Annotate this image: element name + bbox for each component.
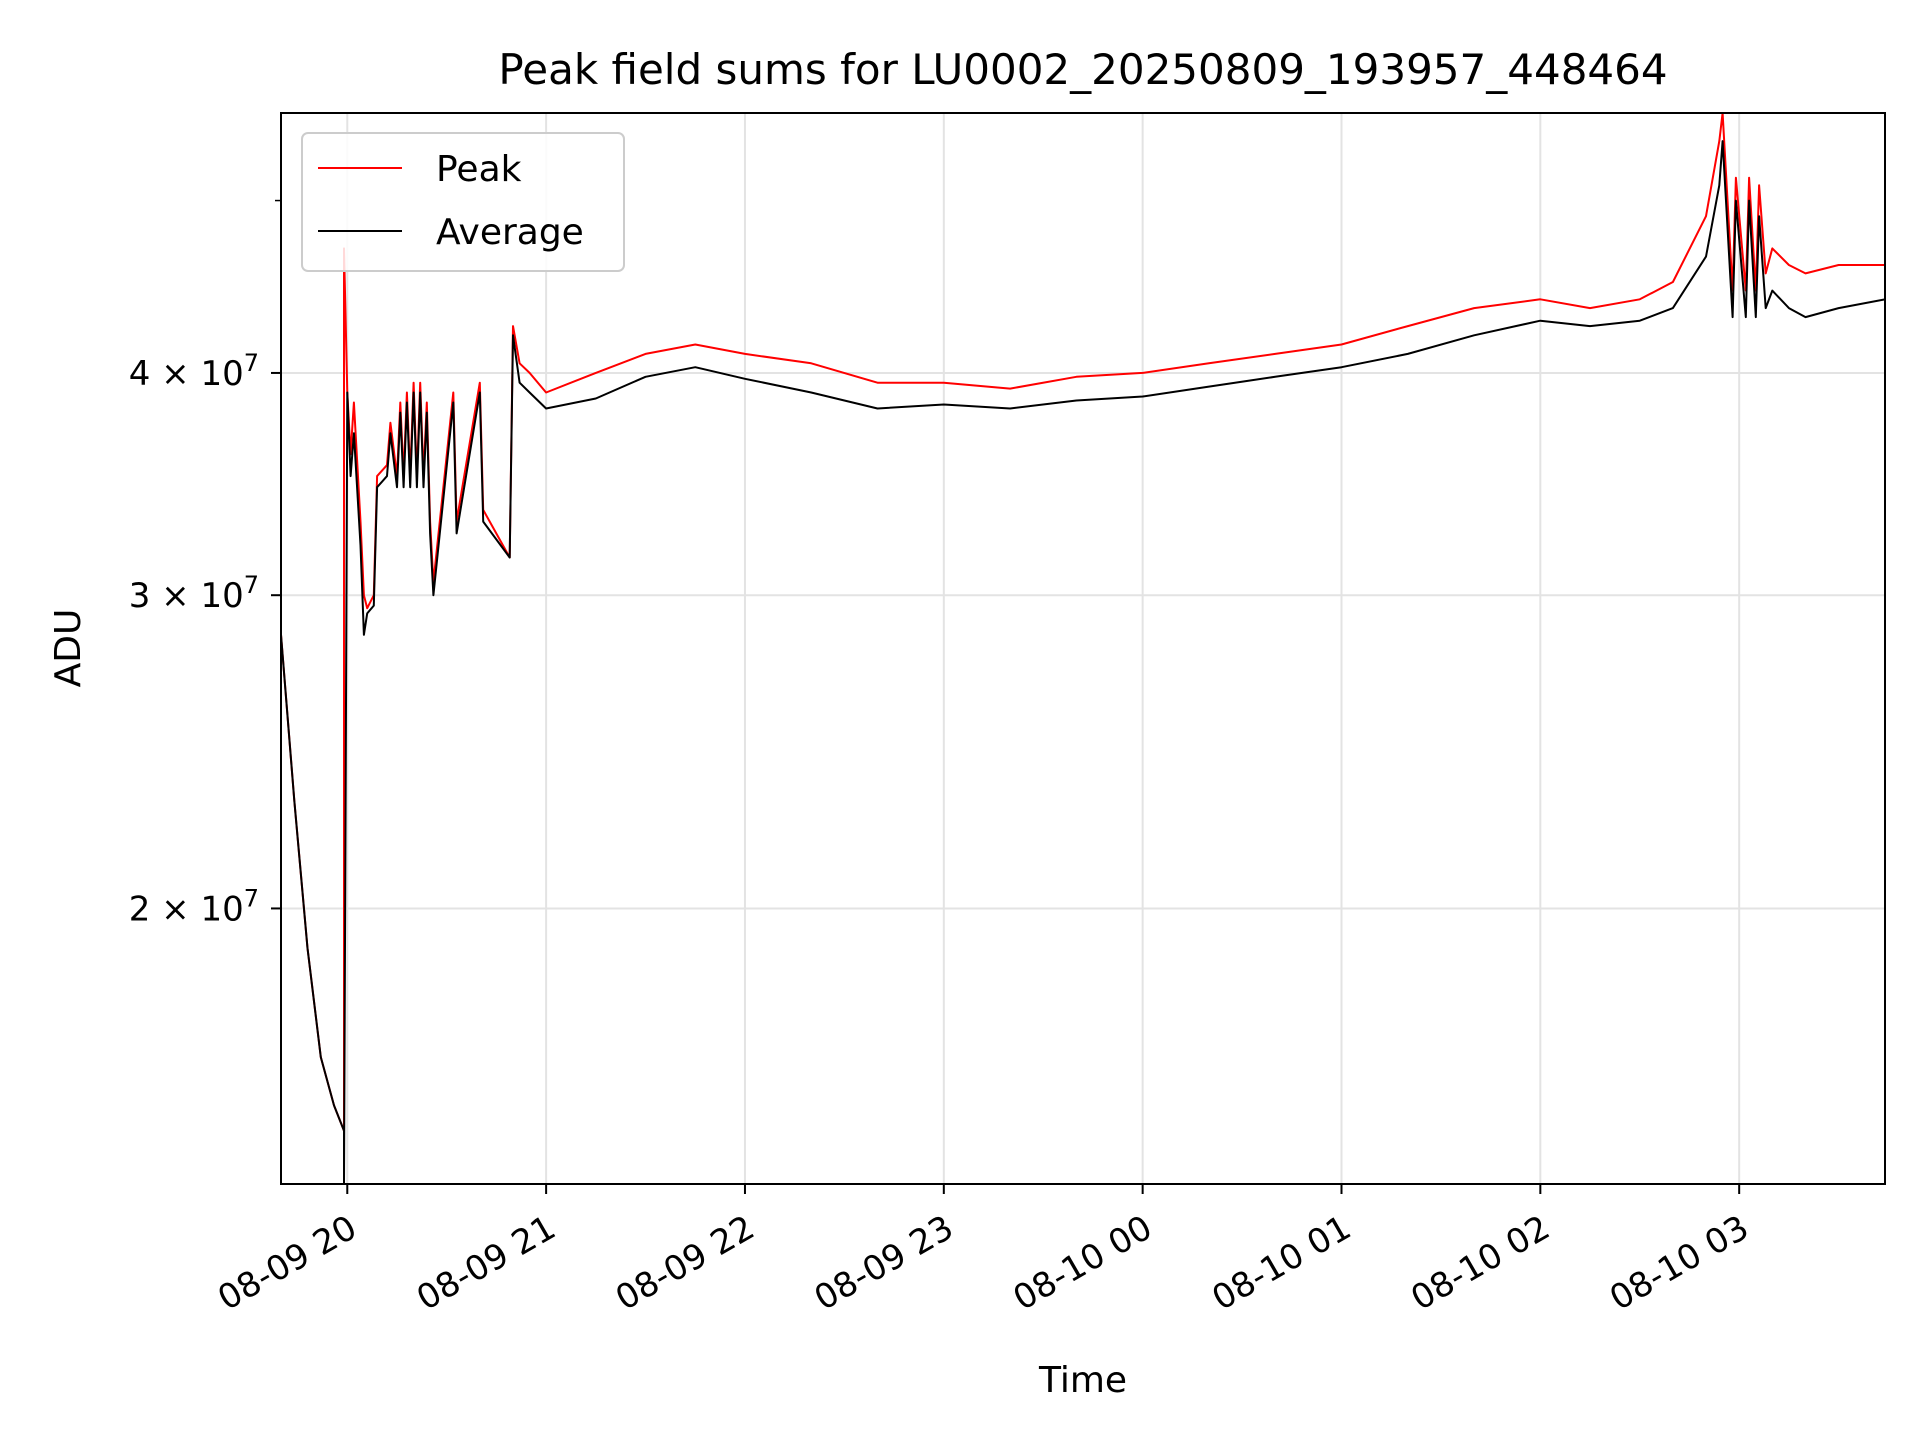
x-axis-label: Time [1038,1360,1127,1401]
chart-title: Peak field sums for LU0002_20250809_1939… [498,45,1667,94]
y-tick-label: 2 × 107 [129,884,259,929]
y-axis-label: ADU [48,609,89,688]
grid [281,113,1885,1184]
legend-label-peak: Peak [436,149,522,190]
series-layer [281,113,1885,1184]
y-tick-label: 3 × 107 [129,571,259,616]
series-line-peak [281,113,1885,1132]
plot-frame [280,112,1886,1185]
legend: Peak Average [301,132,625,272]
series-line-average [281,140,1885,1184]
y-axis: 2 × 107 3 × 107 4 × 107 [129,199,281,929]
y-tick-label: 4 × 107 [129,349,259,394]
legend-label-average: Average [436,212,584,253]
